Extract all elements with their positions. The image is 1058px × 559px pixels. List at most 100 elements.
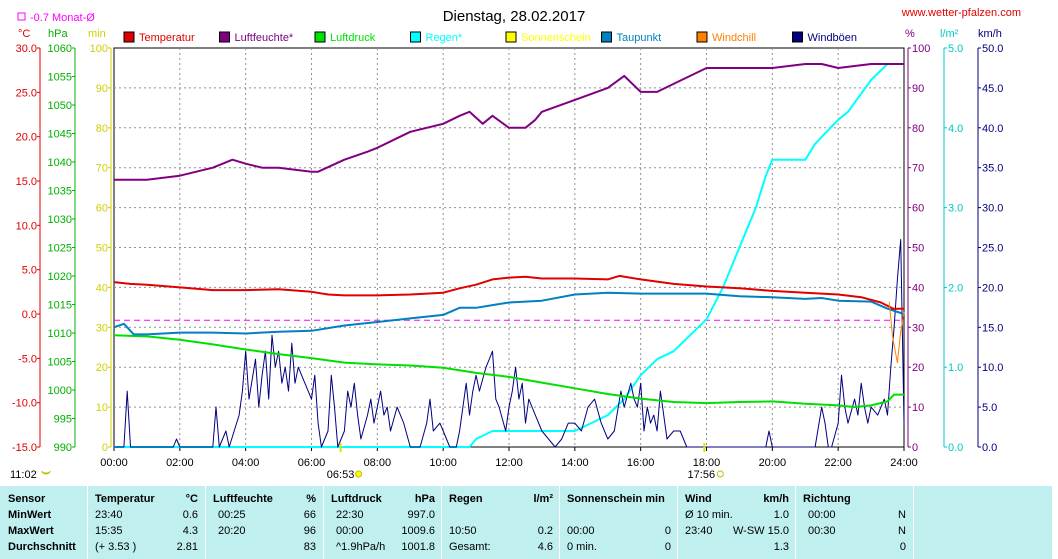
x-tick-label: 12:00 [495, 457, 523, 469]
stats-temp-time: 15:35 [95, 525, 123, 537]
legend-label-taupunkt: Taupunkt [617, 32, 662, 44]
temp-axis-tick-label: 25.0 [16, 87, 37, 99]
temp-axis-tick-label: -15.0 [12, 442, 37, 454]
pressure-axis-tick-label: 1045 [48, 129, 72, 141]
pressure-axis-tick-label: 1020 [48, 271, 72, 283]
legend-label-temperatur: Temperatur [139, 32, 195, 44]
percent-axis-tick-label: 90 [912, 83, 924, 95]
minutes-axis-tick-label: 30 [96, 322, 108, 334]
x-tick-label: 04:00 [232, 457, 260, 469]
legend-swatch-luftdruck [314, 31, 326, 43]
percent-axis-tick-label: 30 [912, 322, 924, 334]
minutes-axis-tick-label: 100 [90, 43, 108, 55]
series-line-regen [114, 63, 904, 448]
legend-label-windboeen: Windböen [808, 32, 858, 44]
stats-unit-luftfeuchte: % [306, 493, 316, 505]
stats-temp-time: 23:40 [95, 509, 123, 521]
sunset-sun-icon [716, 470, 724, 478]
percent-axis-tick-label: 60 [912, 203, 924, 215]
percent-axis-tick-label: 80 [912, 123, 924, 135]
stats-divider [795, 486, 796, 559]
stats-sun-value: 0 [664, 525, 671, 537]
stats-press-time: 00:00 [336, 525, 364, 537]
stats-unit-regen: l/m² [533, 493, 553, 505]
temp-axis-tick-label: 20.0 [16, 132, 37, 144]
temp-axis-tick-label: -5.0 [18, 353, 37, 365]
stats-row-label: MinWert [8, 509, 52, 521]
pressure-axis-tick-label: 1035 [48, 186, 72, 198]
wind-axis-tick-label: 0.0 [982, 442, 997, 454]
chart-title: Dienstag, 28.02.2017 [443, 8, 586, 25]
pressure-axis-tick-label: 1030 [48, 214, 72, 226]
minutes-axis-tick-label: 70 [96, 163, 108, 175]
stats-header-regen: Regen [449, 493, 483, 505]
legend-swatch-windboeen [792, 31, 803, 43]
stats-hum-value: 83 [303, 541, 316, 553]
wind-axis-tick-label: 25.0 [982, 243, 1003, 255]
minutes-axis-tick-label: 20 [96, 362, 108, 374]
temp-axis-tick-label: 0.0 [22, 309, 37, 321]
legend-label-luftfeuchte: Luftfeuchte* [235, 32, 294, 44]
wind-axis-tick-label: 35.0 [982, 163, 1003, 175]
moon-icon [41, 470, 51, 475]
temp-axis-tick-label: 5.0 [22, 265, 37, 277]
sunrise-time: 06:53 [327, 469, 355, 481]
percent-axis-tick-label: 20 [912, 362, 924, 374]
stats-divider [205, 486, 206, 559]
stats-row-label: MaxWert [8, 525, 54, 537]
stats-rain-value: 0.2 [537, 525, 553, 537]
minutes-axis-tick-label: 10 [96, 402, 108, 414]
stats-wind-direction: W-SW [733, 525, 765, 537]
legend-swatch-temperatur [123, 31, 135, 43]
temp-unit-label: °C [18, 28, 30, 40]
temp-axis-tick-label: -10.0 [12, 398, 37, 410]
pressure-axis-tick-label: 1010 [48, 328, 72, 340]
percent-axis-tick-label: 50 [912, 243, 924, 255]
sunrise-sun-icon [355, 470, 363, 478]
stats-divider [87, 486, 88, 559]
pressure-unit-label: hPa [48, 28, 68, 40]
pressure-axis-tick-label: 990 [54, 442, 72, 454]
stats-press-value: 1001.8 [401, 541, 435, 553]
temp-axis-tick-label: 30.0 [16, 43, 37, 55]
pressure-axis-tick-label: 1050 [48, 100, 72, 112]
percent-axis-tick-label: 10 [912, 402, 924, 414]
series-line-windchill [888, 301, 905, 364]
pressure-axis-tick-label: 1000 [48, 385, 72, 397]
wind-axis-tick-label: 45.0 [982, 83, 1003, 95]
x-tick-label: 24:00 [890, 457, 918, 469]
legend-swatch-regen [410, 31, 421, 43]
stats-rain-time: Gesamt: [449, 541, 491, 553]
stats-header-richtung: Richtung [803, 493, 851, 505]
legend-swatch-sonnenschein [505, 31, 517, 43]
legend-swatch-windchill [696, 31, 708, 43]
minutes-axis-tick-label: 50 [96, 243, 108, 255]
stats-wind-time: 23:40 [685, 525, 713, 537]
stats-divider [323, 486, 324, 559]
stats-press-time: ^1.9hPa/h [336, 541, 386, 553]
percent-axis-tick-label: 100 [912, 43, 930, 55]
stats-temp-value: 4.3 [182, 525, 198, 537]
rain-axis-tick-label: 0.0 [948, 442, 963, 454]
stats-press-value: 997.0 [407, 509, 435, 521]
stats-dir-time: 00:00 [808, 509, 836, 521]
stats-sun-time: 0 min. [567, 541, 597, 553]
minutes-axis-tick-label: 80 [96, 123, 108, 135]
stats-divider [559, 486, 560, 559]
stats-dir-time: 00:30 [808, 525, 836, 537]
rain-axis-tick-label: 5.0 [948, 43, 963, 55]
wind-axis-tick-label: 40.0 [982, 123, 1003, 135]
x-tick-label: 10:00 [429, 457, 457, 469]
percent-axis-tick-label: 40 [912, 282, 924, 294]
minutes-axis-tick-label: 90 [96, 83, 108, 95]
wind-axis-tick-label: 30.0 [982, 203, 1003, 215]
series-line-taupunkt [113, 291, 905, 336]
minutes-axis-tick-label: 60 [96, 203, 108, 215]
series-line-luftfeuchte [114, 63, 904, 181]
stats-unit-wind: km/h [763, 493, 789, 505]
stats-table: Sensor Temperatur °C Luftfeuchte % Luftd… [0, 486, 1052, 559]
stats-press-time: 22:30 [336, 509, 364, 521]
stats-header-sensor: Sensor [8, 493, 46, 505]
stats-header-luftfeuchte: Luftfeuchte [213, 493, 273, 505]
monthly-avg-swatch [17, 12, 26, 21]
